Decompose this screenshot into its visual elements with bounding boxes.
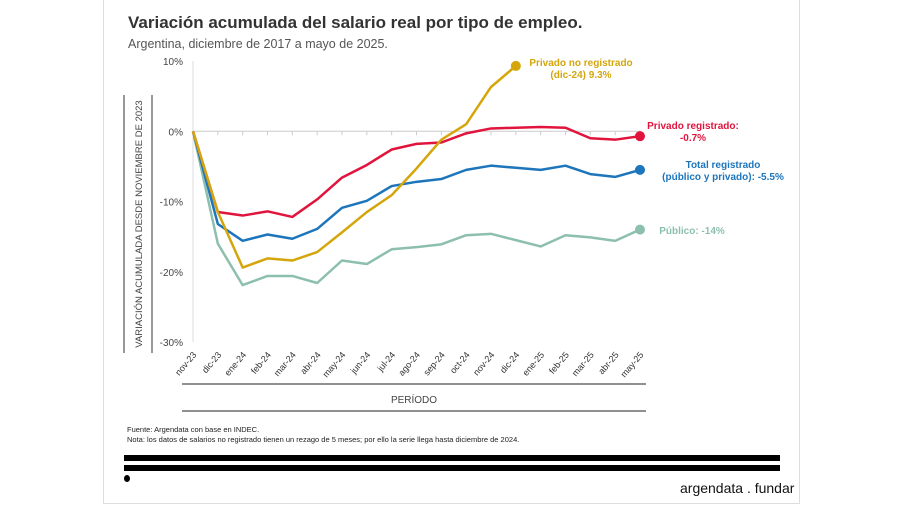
x-tick-label: dic-24 xyxy=(498,350,521,375)
decorative-dot xyxy=(124,475,130,482)
logo: argendata . fundar xyxy=(680,480,795,496)
x-tick-label: sep-24 xyxy=(422,350,447,378)
y-tick-label: -10% xyxy=(160,198,183,209)
x-tick-label: dic-23 xyxy=(200,350,223,375)
x-tick-label: mar-24 xyxy=(272,350,298,378)
x-tick-label: jun-24 xyxy=(348,350,372,376)
source-text: Fuente: Argendata con base en INDEC. xyxy=(127,425,260,434)
y-tick-label: 10% xyxy=(163,57,183,68)
x-tick-label: abr-24 xyxy=(298,350,322,376)
x-tick-label: nov-23 xyxy=(173,350,198,378)
chart-subtitle: Argentina, diciembre de 2017 a mayo de 2… xyxy=(128,37,388,51)
x-tick-label: may-24 xyxy=(321,350,348,379)
data-point xyxy=(635,164,645,175)
x-tick-label: abr-25 xyxy=(596,350,620,376)
x-tick-label: ago-24 xyxy=(396,350,422,378)
series-line xyxy=(191,130,641,287)
x-tick-label: may-25 xyxy=(619,350,646,379)
series-label: Público: -14% xyxy=(659,226,725,237)
series-line xyxy=(191,125,641,219)
decorative-bar xyxy=(124,455,780,461)
y-tick-label: -20% xyxy=(160,268,183,279)
x-tick-label: mar-25 xyxy=(570,350,596,378)
x-tick-label: oct-24 xyxy=(448,350,472,376)
data-point xyxy=(635,224,645,235)
x-axis-label: PERÍODO xyxy=(391,393,437,406)
y-tick-label: -30% xyxy=(160,338,183,349)
card xyxy=(103,0,800,504)
y-axis-label: VARIACIÓN ACUMULADA DESDE NOVIEMBRE DE 2… xyxy=(134,100,145,347)
note-text: Nota: los datos de salarios no registrad… xyxy=(127,435,520,444)
x-tick-label: ene-25 xyxy=(521,350,547,378)
series-line xyxy=(191,64,517,269)
series-label: Total registrado xyxy=(686,160,761,171)
chart-title: Variación acumulada del salario real por… xyxy=(128,13,583,32)
data-point xyxy=(510,60,521,71)
x-tick-label: feb-25 xyxy=(547,350,571,376)
series-label: (público y privado): -5.5% xyxy=(662,172,784,183)
y-tick-label: 0% xyxy=(169,127,184,138)
decorative-bar xyxy=(124,465,780,471)
series-label: Privado no registrado xyxy=(529,58,632,69)
line-chart: 10%0%-10%-20%-30%nov-23 dic-23 ene-24 feb-2… xyxy=(123,57,784,412)
x-tick-label: feb-24 xyxy=(249,350,273,376)
x-tick-label: jul-24 xyxy=(375,350,397,374)
x-tick-label: nov-24 xyxy=(471,350,496,378)
x-tick-label: ene-24 xyxy=(223,350,249,378)
series-label: -0.7% xyxy=(680,133,706,144)
series-line xyxy=(191,130,641,243)
series-label: Privado registrado: xyxy=(647,121,739,132)
series-label: (dic-24) 9.3% xyxy=(550,70,611,81)
data-point xyxy=(635,131,645,142)
